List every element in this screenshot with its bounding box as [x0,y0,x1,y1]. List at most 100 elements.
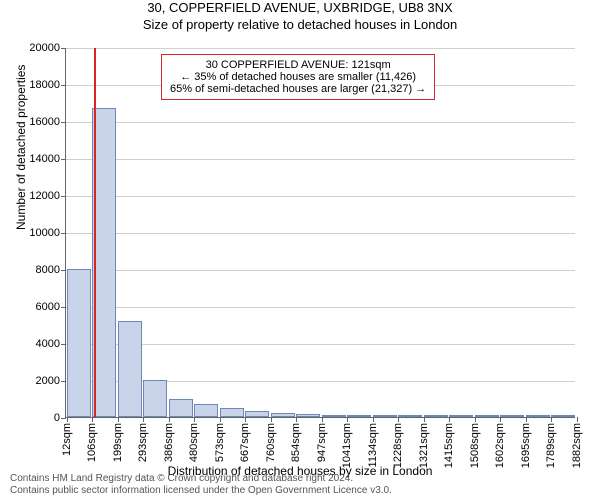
chart-subtitle: Size of property relative to detached ho… [0,17,600,32]
y-tick-mark [61,307,66,308]
y-tick-mark [61,196,66,197]
histogram-bar [271,413,295,417]
y-tick-label: 10000 [29,227,60,239]
y-tick-label: 16000 [29,116,60,128]
x-tick-mark [322,417,323,422]
y-tick-label: 20000 [29,42,60,54]
x-tick-mark [245,417,246,422]
histogram-bar [526,415,550,417]
x-tick-mark [449,417,450,422]
x-tick-label: 1508sqm [469,423,481,468]
y-tick-mark [61,48,66,49]
x-tick-label: 1415sqm [443,423,455,468]
callout-line: ← 35% of detached houses are smaller (11… [170,71,426,83]
x-tick-mark [500,417,501,422]
grid-line [66,196,575,197]
x-tick-label: 1321sqm [418,423,430,468]
x-tick-label: 293sqm [137,423,149,462]
x-tick-mark [475,417,476,422]
x-tick-label: 854sqm [290,423,302,462]
histogram-bar [245,411,269,417]
y-tick-mark [61,381,66,382]
x-tick-mark [67,417,68,422]
grid-line [66,307,575,308]
grid-line [66,344,575,345]
histogram-bar [67,269,91,417]
x-tick-label: 573sqm [214,423,226,462]
marker-line [94,48,96,417]
y-tick-label: 0 [54,412,60,424]
x-tick-label: 1228sqm [392,423,404,468]
histogram-bar [194,404,218,417]
histogram-bar [322,415,346,417]
x-tick-mark [398,417,399,422]
histogram-bar [347,415,371,417]
grid-line [66,48,575,49]
chart-title: 30, COPPERFIELD AVENUE, UXBRIDGE, UB8 3N… [0,0,600,15]
attribution-line1: Contains HM Land Registry data © Crown c… [10,473,392,485]
x-tick-label: 1134sqm [367,423,379,467]
y-tick-mark [61,270,66,271]
y-tick-label: 6000 [36,301,60,313]
x-tick-label: 1882sqm [571,423,583,468]
x-tick-label: 760sqm [265,423,277,462]
attribution: Contains HM Land Registry data © Crown c… [10,473,392,497]
histogram-bar [500,415,524,417]
x-tick-label: 947sqm [316,423,328,462]
x-tick-mark [194,417,195,422]
y-tick-mark [61,159,66,160]
x-tick-mark [92,417,93,422]
x-tick-label: 1789sqm [545,423,557,468]
grid-line [66,233,575,234]
x-tick-mark [577,417,578,422]
x-tick-label: 1695sqm [520,423,532,468]
y-axis-title: Number of detached properties [14,65,28,230]
x-tick-mark [551,417,552,422]
chart-area: 0200040006000800010000120001400016000180… [65,48,575,418]
y-tick-mark [61,233,66,234]
y-tick-label: 2000 [36,375,60,387]
y-tick-mark [61,122,66,123]
x-tick-mark [424,417,425,422]
histogram-bar [373,415,397,417]
x-tick-label: 386sqm [163,423,175,462]
histogram-bar [551,415,575,417]
x-tick-label: 106sqm [86,423,98,462]
plot-area: 0200040006000800010000120001400016000180… [65,48,575,418]
y-tick-mark [61,344,66,345]
x-tick-mark [271,417,272,422]
histogram-bar [449,415,473,417]
x-tick-label: 1602sqm [494,423,506,468]
attribution-line2: Contains public sector information licen… [10,485,392,497]
histogram-bar [296,414,320,417]
x-tick-mark [526,417,527,422]
histogram-bar [220,408,244,417]
grid-line [66,270,575,271]
x-tick-mark [169,417,170,422]
x-tick-label: 480sqm [188,423,200,462]
y-tick-label: 14000 [29,153,60,165]
callout-line: 65% of semi-detached houses are larger (… [170,83,426,95]
grid-line [66,159,575,160]
y-tick-label: 4000 [36,338,60,350]
x-tick-label: 12sqm [61,423,73,456]
y-tick-label: 12000 [29,190,60,202]
x-tick-mark [220,417,221,422]
x-tick-mark [296,417,297,422]
callout-line: 30 COPPERFIELD AVENUE: 121sqm [170,59,426,71]
x-tick-mark [143,417,144,422]
y-tick-label: 8000 [36,264,60,276]
y-tick-mark [61,85,66,86]
x-tick-mark [373,417,374,422]
histogram-bar [475,415,499,417]
histogram-bar [118,321,142,417]
x-tick-label: 1041sqm [341,423,353,468]
histogram-bar [143,380,167,417]
callout-box: 30 COPPERFIELD AVENUE: 121sqm← 35% of de… [161,54,435,100]
histogram-bar [169,399,193,418]
y-tick-label: 18000 [29,79,60,91]
x-tick-label: 667sqm [239,423,251,462]
x-tick-label: 199sqm [112,423,124,462]
x-tick-mark [347,417,348,422]
histogram-bar [398,415,422,417]
